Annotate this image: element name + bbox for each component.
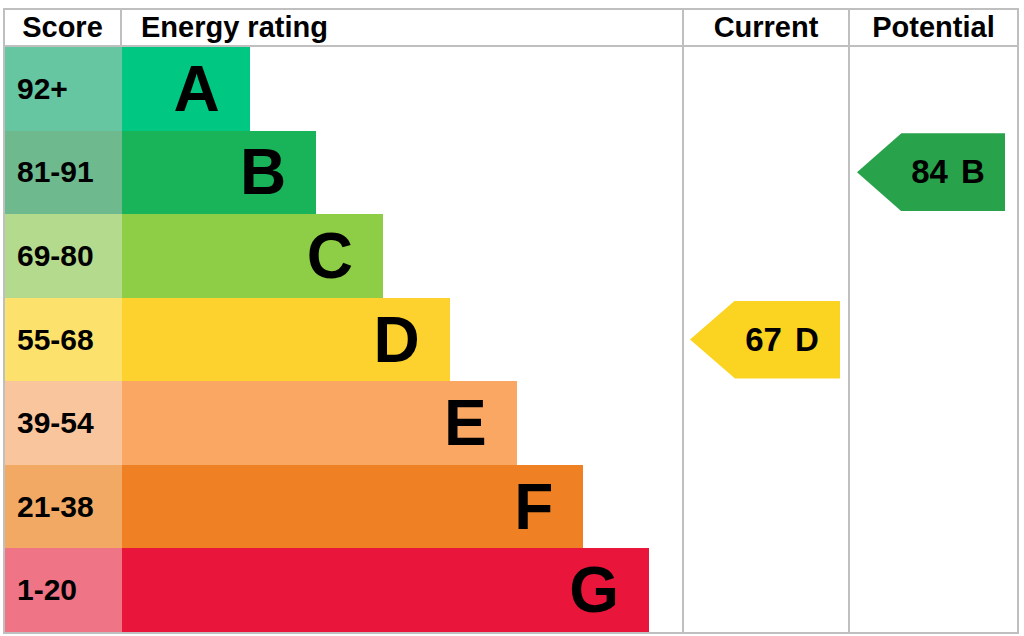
epc-band-row-b: 81-91B84B — [5, 131, 1017, 215]
potential-column-cell-g — [848, 548, 1017, 632]
header-potential: Potential — [848, 10, 1017, 45]
current-column-cell-f — [682, 465, 848, 549]
epc-band-row-a: 92+A — [5, 47, 1017, 131]
score-range-f: 21-38 — [5, 465, 122, 549]
potential-column-cell-c — [848, 214, 1017, 298]
epc-band-row-d: 55-68D67D — [5, 298, 1017, 382]
current-column-cell-b — [682, 131, 848, 215]
energy-rating-bar-d: D — [122, 298, 450, 382]
current-score-value: 67 — [745, 321, 782, 359]
header-energy-rating: Energy rating — [122, 10, 682, 45]
energy-rating-bar-area-e: E — [122, 381, 682, 465]
energy-rating-bar-area-g: G — [122, 548, 682, 632]
current-band-letter: D — [795, 321, 819, 359]
epc-band-row-f: 21-38F — [5, 465, 1017, 549]
chart-body: 92+A81-91B84B69-80C55-68D67D39-54E21-38F… — [5, 47, 1017, 632]
energy-rating-bar-g: G — [122, 548, 649, 632]
potential-column-cell-f — [848, 465, 1017, 549]
energy-rating-bar-e: E — [122, 381, 517, 465]
potential-rating-arrow-icon: 84 B — [857, 133, 1005, 211]
potential-column-cell-a — [848, 47, 1017, 131]
energy-rating-bar-c: C — [122, 214, 383, 298]
energy-rating-bar-area-d: D — [122, 298, 682, 382]
header-score: Score — [5, 10, 122, 45]
potential-score-value: 84 — [911, 153, 948, 191]
score-range-c: 69-80 — [5, 214, 122, 298]
current-column-cell-c — [682, 214, 848, 298]
energy-rating-bar-area-c: C — [122, 214, 682, 298]
current-column-cell-a — [682, 47, 848, 131]
chart-header: Score Energy rating Current Potential — [5, 10, 1017, 47]
score-range-g: 1-20 — [5, 548, 122, 632]
current-column-cell-d: 67 D — [682, 298, 848, 382]
potential-band-letter: B — [961, 153, 985, 191]
score-range-e: 39-54 — [5, 381, 122, 465]
epc-band-row-e: 39-54E — [5, 381, 1017, 465]
potential-column-cell-b: 84 B — [848, 131, 1017, 215]
epc-band-row-g: 1-20G — [5, 548, 1017, 632]
current-rating-arrow-icon: 67 D — [690, 301, 840, 379]
chart-frame: Score Energy rating Current Potential 92… — [3, 8, 1019, 634]
epc-band-row-c: 69-80C — [5, 214, 1017, 298]
header-current: Current — [682, 10, 848, 45]
epc-rating-chart: Score Energy rating Current Potential 92… — [0, 0, 1024, 636]
energy-rating-bar-b: B — [122, 131, 316, 215]
current-column-cell-g — [682, 548, 848, 632]
energy-rating-bar-f: F — [122, 465, 583, 549]
potential-column-cell-d — [848, 298, 1017, 382]
energy-rating-bar-a: A — [122, 47, 250, 131]
score-range-b: 81-91 — [5, 131, 122, 215]
energy-rating-bar-area-a: A — [122, 47, 682, 131]
score-range-d: 55-68 — [5, 298, 122, 382]
energy-rating-bar-area-f: F — [122, 465, 682, 549]
energy-rating-bar-area-b: B — [122, 131, 682, 215]
score-range-a: 92+ — [5, 47, 122, 131]
potential-column-cell-e — [848, 381, 1017, 465]
current-column-cell-e — [682, 381, 848, 465]
